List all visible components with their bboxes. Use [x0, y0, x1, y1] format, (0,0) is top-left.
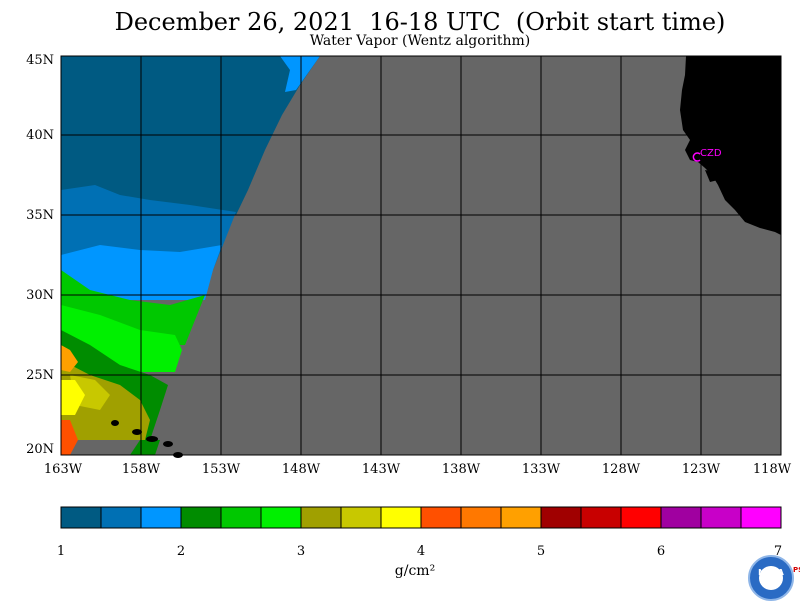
- chart-title: December 26, 2021 16-18 UTC (Orbit start…: [114, 8, 726, 36]
- vapor-band-yellow: [61, 380, 85, 415]
- colorbar-cell: [740, 506, 782, 529]
- colorbar-cell: [60, 506, 102, 529]
- hawaii-island-maui: [146, 436, 158, 442]
- colorbar-tick-2: 2: [176, 544, 186, 559]
- colorbar: [60, 506, 782, 529]
- colorbar-cell: [660, 506, 702, 529]
- colorbar-cell: [180, 506, 222, 529]
- lat-label-40n: 40N: [26, 128, 54, 143]
- vapor-band-red-orange: [61, 420, 78, 455]
- colorbar-cell: [580, 506, 622, 529]
- lon-label-138w: 138W: [441, 462, 481, 477]
- hawaii-island-oahu: [132, 429, 142, 435]
- hawaii-island-kauai: [111, 420, 119, 426]
- psl-logo-text: PSL: [793, 566, 800, 574]
- bay-area-land: [705, 170, 718, 182]
- colorbar-tick-1: 1: [56, 544, 66, 559]
- lon-label-143w: 143W: [361, 462, 401, 477]
- lat-label-25n: 25N: [26, 368, 54, 383]
- station-marker-czd: CZD: [692, 148, 722, 162]
- vapor-band-green-south: [130, 440, 160, 455]
- colorbar-cell: [500, 506, 542, 529]
- noaa-logo: NOAA: [748, 555, 794, 601]
- noaa-logo-emblem: [759, 566, 783, 590]
- colorbar-tick-3: 3: [296, 544, 306, 559]
- colorbar-tick-5: 5: [536, 544, 546, 559]
- lat-label-45n: 45N: [26, 53, 54, 68]
- map-grid: [61, 56, 781, 455]
- colorbar-tick-4: 4: [416, 544, 426, 559]
- colorbar-cell: [220, 506, 262, 529]
- colorbar-cell: [420, 506, 462, 529]
- lat-label-30n: 30N: [26, 288, 54, 303]
- lon-label-123w: 123W: [681, 462, 721, 477]
- station-czd-label: CZD: [700, 148, 722, 159]
- station-czd-icon: [692, 152, 701, 162]
- colorbar-units: g/cm²: [394, 563, 436, 579]
- colorbar-cell: [100, 506, 142, 529]
- colorbar-cell: [260, 506, 302, 529]
- lat-label-20n: 20N: [26, 442, 54, 457]
- lat-label-35n: 35N: [26, 208, 54, 223]
- vapor-band-light-blue-north: [280, 56, 320, 92]
- colorbar-cell: [380, 506, 422, 529]
- colorbar-tick-6: 6: [656, 544, 666, 559]
- lon-label-148w: 148W: [281, 462, 321, 477]
- colorbar-cell: [620, 506, 662, 529]
- colorbar-tick-7: 7: [773, 544, 783, 559]
- lon-label-163w: 163W: [43, 462, 83, 477]
- north-america-coast: [680, 56, 781, 235]
- noaa-logo-text: NOAA: [758, 568, 784, 577]
- colorbar-cell: [300, 506, 342, 529]
- map-frame: [60, 55, 782, 456]
- lon-label-133w: 133W: [521, 462, 561, 477]
- colorbar-cell: [340, 506, 382, 529]
- water-vapor-field: [61, 56, 781, 455]
- lon-label-128w: 128W: [601, 462, 641, 477]
- lon-label-153w: 153W: [201, 462, 241, 477]
- colorbar-cell: [140, 506, 182, 529]
- vapor-band-orange: [61, 345, 78, 372]
- hawaii-island-molokai: [163, 441, 173, 447]
- lon-label-158w: 158W: [121, 462, 161, 477]
- colorbar-cell: [540, 506, 582, 529]
- colorbar-cell: [460, 506, 502, 529]
- chart-subtitle: Water Vapor (Wentz algorithm): [309, 33, 531, 49]
- lon-label-118w: 118W: [752, 462, 792, 477]
- colorbar-cell: [700, 506, 742, 529]
- land-mass: [111, 56, 781, 458]
